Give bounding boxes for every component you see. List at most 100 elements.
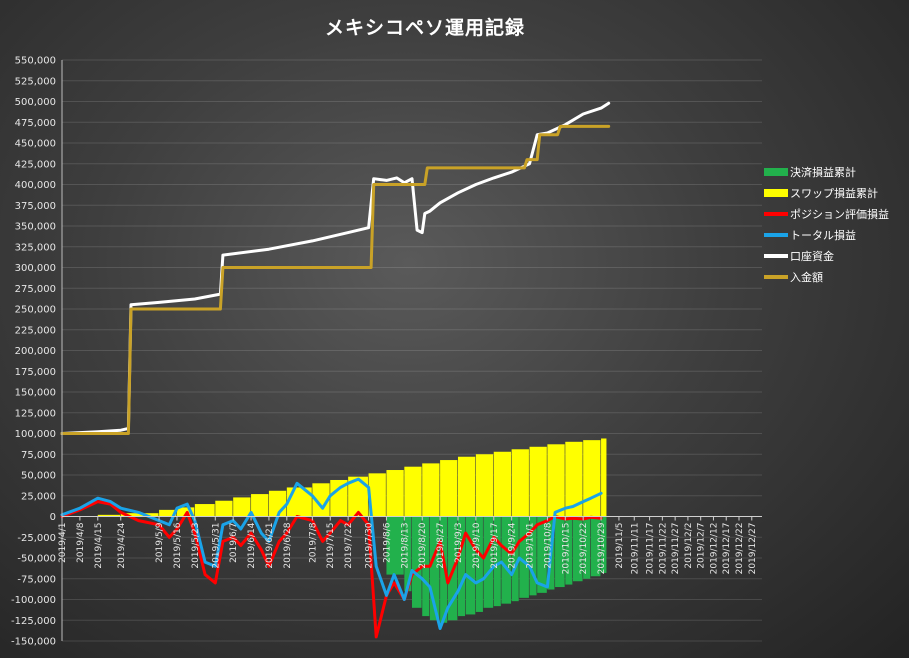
x-tick-label: 2019/12/27: [748, 523, 758, 575]
x-tick-label: 2019/4/1: [58, 523, 68, 563]
x-tick-label: 2019/11/22: [658, 523, 668, 575]
x-tick-label: 2019/7/8: [308, 522, 318, 563]
bar: [529, 516, 537, 596]
y-tick-label: 275,000: [15, 284, 56, 295]
y-tick-label: -150,000: [11, 637, 56, 648]
bar: [457, 516, 466, 617]
bar: [440, 460, 458, 517]
x-tick-label: 2019/12/12: [709, 523, 719, 575]
bar: [97, 514, 121, 517]
x-tick-label: 2019/12/17: [722, 523, 732, 575]
bar: [475, 516, 483, 612]
y-tick-label: -50,000: [17, 554, 56, 565]
bar: [404, 466, 422, 517]
x-tick-label: 2019/11/27: [671, 523, 681, 575]
y-tick-label: 0: [50, 512, 56, 523]
y-tick-label: 375,000: [15, 201, 56, 212]
bar: [501, 516, 512, 604]
x-tick-label: 2019/5/9: [155, 522, 165, 563]
legend-label: 口座資金: [790, 249, 834, 263]
x-tick-label: 2019/8/13: [400, 523, 410, 569]
bar: [251, 494, 269, 517]
x-tick-label: 2019/5/23: [191, 523, 201, 569]
y-tick-label: 500,000: [15, 97, 56, 108]
legend-entry: 入金額: [764, 270, 823, 284]
x-tick-label: 2019/5/16: [173, 522, 183, 568]
legend-label: 入金額: [790, 270, 823, 284]
bar: [493, 516, 501, 607]
bar: [537, 516, 547, 593]
x-tick-label: 2019/4/15: [94, 523, 104, 569]
series-line-3: [60, 477, 603, 630]
bar: [590, 516, 601, 577]
bar: [429, 516, 440, 621]
bar: [176, 507, 195, 517]
bar: [120, 513, 159, 517]
bar: [583, 440, 601, 517]
bar: [565, 441, 583, 517]
x-tick-label: 2019/4/24: [117, 522, 127, 568]
x-tick-label: 2019/9/17: [490, 523, 500, 569]
bar: [583, 516, 591, 579]
x-tick-label: 2019/10/22: [579, 523, 589, 575]
x-tick-label: 2019/8/27: [436, 523, 446, 569]
bar: [529, 446, 547, 517]
x-tick-label: 2019/9/3: [454, 523, 464, 563]
x-tick-label: 2019/7/30: [365, 522, 375, 568]
bar: [601, 516, 607, 573]
series-line-4: [60, 101, 611, 435]
legend-label: スワップ損益累計: [790, 186, 878, 200]
y-tick-label: 200,000: [15, 346, 56, 357]
y-tick-label: 50,000: [21, 471, 56, 482]
legend-entry: トータル損益: [764, 228, 856, 242]
x-tick-label: 2019/7/15: [326, 523, 336, 569]
y-tick-label: 300,000: [15, 263, 56, 274]
legend-label: 決済損益累計: [790, 165, 856, 179]
bar: [511, 516, 519, 602]
x-tick-label: 2019/8/20: [418, 522, 428, 568]
y-tick-label: -25,000: [17, 533, 56, 544]
bar: [465, 516, 476, 615]
bar: [422, 463, 440, 517]
y-tick-label: 425,000: [15, 159, 56, 170]
x-tick-label: 2019/12/2: [684, 523, 694, 569]
bar: [412, 516, 422, 608]
y-tick-label: 250,000: [15, 305, 56, 316]
x-tick-label: 2019/11/11: [630, 523, 640, 575]
bar: [368, 473, 386, 517]
bar: [475, 454, 494, 517]
x-tick-label: 2019/7/22: [344, 523, 354, 569]
y-tick-label: 225,000: [15, 325, 56, 336]
bar: [194, 504, 215, 517]
bar: [519, 516, 529, 598]
y-tick-label: 550,000: [15, 56, 56, 67]
x-tick-label: 2019/6/28: [283, 522, 293, 568]
y-tick-label: 75,000: [21, 450, 56, 461]
x-tick-label: 2019/10/29: [597, 522, 607, 574]
legend-label: トータル損益: [790, 228, 856, 242]
x-tick-label: 2019/5/31: [211, 523, 221, 569]
x-tick-label: 2019/9/10: [472, 522, 482, 568]
chart-title: メキシコペソ運用記録: [325, 16, 525, 39]
bar: [457, 456, 476, 517]
bar: [572, 516, 583, 582]
x-tick-label: 2019/6/7: [229, 523, 239, 563]
legend-entry: スワップ損益累計: [764, 186, 878, 200]
x-tick-label: 2019/6/14: [247, 522, 257, 568]
y-tick-label: 450,000: [15, 139, 56, 150]
y-tick-label: 525,000: [15, 76, 56, 87]
bar: [440, 516, 448, 623]
x-tick-label: 2019/12/22: [735, 523, 745, 575]
bar: [565, 516, 573, 585]
lines-layer: [60, 101, 611, 639]
x-tick-label: 2019/10/8: [543, 522, 553, 568]
bar: [483, 516, 494, 608]
y-tick-label: 150,000: [15, 388, 56, 399]
bar: [386, 470, 404, 517]
x-tick-label: 2019/8/6: [382, 522, 392, 563]
y-tick-label: 325,000: [15, 242, 56, 253]
y-tick-label: 350,000: [15, 222, 56, 233]
